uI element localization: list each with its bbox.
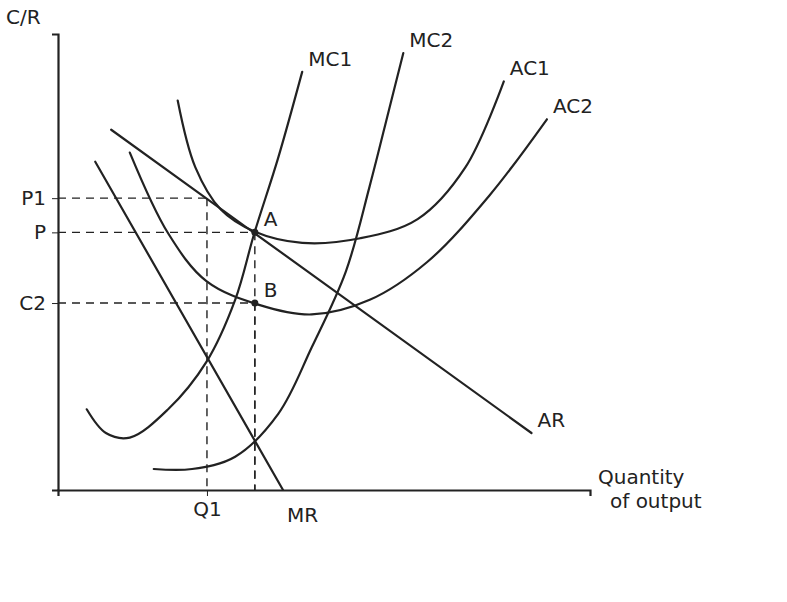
tick-mark: [52, 303, 58, 304]
curve-label: MC1: [308, 47, 352, 71]
guide-horizontal: [58, 197, 207, 198]
curve: [111, 130, 531, 433]
axis-title: Quantityof output: [598, 465, 702, 513]
guide-vertical: [206, 198, 207, 490]
guide-vertical: [254, 232, 255, 490]
x-axis: Q1: [59, 490, 591, 521]
tick-label: Q1: [193, 497, 221, 521]
curve-labels: MC1 MC2 AC1AC2 AR MR A B: [264, 28, 593, 527]
curve-label: MC2: [409, 28, 453, 52]
guide-horizontal: [58, 232, 255, 233]
curve-label: AR: [537, 408, 565, 432]
y-axis: P1 P C2: [19, 35, 58, 491]
tick-mark: [52, 232, 58, 233]
curve: [178, 81, 504, 243]
curve: [95, 162, 283, 490]
curve-label: AC1: [510, 56, 550, 80]
curve-label: AC2: [553, 94, 593, 118]
point-label: A: [264, 207, 278, 231]
guide-vertical: [254, 303, 255, 490]
axis-title: C/R: [6, 5, 41, 29]
axis-line: [59, 491, 591, 497]
points: [251, 229, 258, 307]
tick-mark: [52, 198, 58, 199]
point: [251, 300, 258, 307]
guide-horizontal: [58, 302, 255, 303]
chart: P1 P C2 Q1 C/R Quantityof output MC1 MC2 AC1AC2 A…: [0, 0, 787, 602]
tick-mark: [207, 490, 208, 496]
curve: [154, 53, 404, 470]
axis-line: [52, 35, 59, 491]
tick: P1: [21, 186, 58, 210]
tick-label: P: [34, 220, 46, 244]
tick: Q1: [193, 490, 221, 521]
tick-label: P1: [21, 186, 46, 210]
curve-label: MR: [287, 503, 318, 527]
tick-label: C2: [19, 291, 46, 315]
point: [251, 229, 258, 236]
point-label: B: [264, 278, 278, 302]
tick: C2: [19, 291, 58, 315]
curves: [87, 53, 547, 490]
guides: [58, 198, 255, 490]
curve: [87, 72, 302, 438]
tick: P: [34, 220, 58, 244]
curve: [130, 119, 547, 314]
